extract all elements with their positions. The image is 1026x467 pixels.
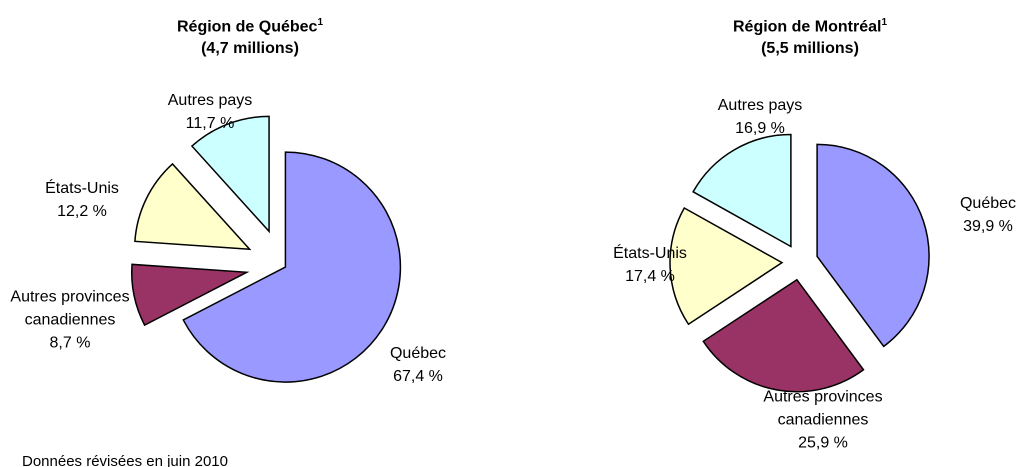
title-note: 1 bbox=[881, 17, 887, 28]
title-line: Région de Montréal1 bbox=[660, 12, 960, 38]
slice-value: 25,9 % bbox=[798, 434, 848, 452]
pie-slice bbox=[190, 115, 270, 234]
footnote: Données révisées en juin 2010 bbox=[22, 453, 228, 467]
slice-label: Autres provinces canadiennes 8,7 % bbox=[10, 286, 130, 355]
title-line: Région de Québec1 bbox=[100, 12, 400, 38]
pie-slice bbox=[182, 151, 402, 383]
slice-label: Autres provinces canadiennes 25,9 % bbox=[728, 386, 918, 455]
slice-label: États-Unis 12,2 % bbox=[45, 177, 119, 223]
pie-slice bbox=[692, 133, 792, 248]
slice-label: Autres pays 11,7 % bbox=[168, 89, 252, 135]
title-text: Région de Montréal bbox=[732, 18, 882, 36]
pie-slice bbox=[669, 206, 784, 326]
slice-name: Québec bbox=[389, 345, 447, 362]
slice-value: 67,4 % bbox=[393, 368, 443, 385]
slice-label: Autres pays 16,9 % bbox=[718, 94, 802, 140]
pie-slice bbox=[816, 143, 930, 348]
slice-name: Autres provinces canadiennes bbox=[10, 288, 130, 329]
title-note: 1 bbox=[317, 17, 324, 28]
chart-subtitle: (5,5 millions) bbox=[761, 40, 859, 58]
slice-name: États-Unis bbox=[613, 245, 687, 262]
slice-value: 16,9 % bbox=[735, 120, 785, 137]
slice-name: Autres provinces canadiennes bbox=[763, 388, 883, 429]
pie-slice bbox=[130, 263, 250, 327]
slice-name: Autres pays bbox=[167, 92, 253, 109]
chart-title: Région de Montréal1 (5,5 millions) bbox=[660, 12, 960, 60]
slice-value: 8,7 % bbox=[49, 334, 91, 352]
slice-name: Québec bbox=[959, 195, 1017, 212]
pie-slice bbox=[134, 162, 252, 251]
slice-label: Québec 39,9 % bbox=[960, 192, 1016, 238]
pie-slice bbox=[702, 278, 865, 393]
title-text: Région de Québec bbox=[176, 18, 318, 36]
slice-value: 17,4 % bbox=[625, 268, 675, 285]
slice-label: Québec 67,4 % bbox=[390, 342, 446, 388]
slice-name: Autres pays bbox=[717, 97, 803, 114]
slice-value: 39,9 % bbox=[963, 218, 1013, 235]
slice-value: 11,7 % bbox=[185, 115, 235, 132]
slice-name: États-Unis bbox=[45, 180, 119, 197]
chart-subtitle: (4,7 millions) bbox=[201, 40, 299, 58]
slice-label: États-Unis 17,4 % bbox=[613, 242, 687, 288]
chart-title: Région de Québec1 (4,7 millions) bbox=[100, 12, 400, 60]
slice-value: 12,2 % bbox=[57, 203, 107, 220]
